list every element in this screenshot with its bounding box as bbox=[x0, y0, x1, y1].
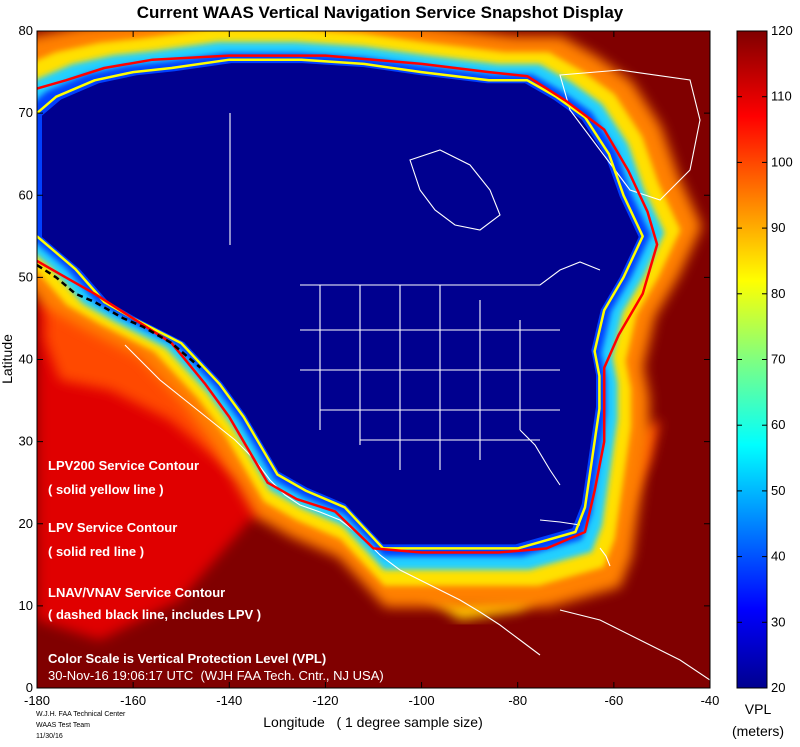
y-tick-label: 10 bbox=[19, 598, 33, 613]
contour-lines bbox=[37, 54, 659, 554]
heatmap-field bbox=[37, 31, 710, 688]
x-tick-label: -180 bbox=[24, 693, 50, 708]
caribbean-islands bbox=[539, 519, 611, 567]
hudson-bay-outline bbox=[409, 149, 501, 231]
footer-line-2: WAAS Test Team bbox=[36, 722, 90, 729]
colorbar-tick-label: 40 bbox=[771, 549, 785, 564]
y-tick-label: 50 bbox=[19, 269, 33, 284]
lpv-legend-label: LPV Service Contour bbox=[48, 520, 177, 535]
colorbar-tick-label: 90 bbox=[771, 220, 785, 235]
x-axis-label: Longitude ( 1 degree sample size) bbox=[263, 714, 482, 730]
x-tick-label: -120 bbox=[312, 693, 338, 708]
colorbar-tick-label: 110 bbox=[771, 89, 792, 104]
y-tick-label: 30 bbox=[19, 434, 33, 449]
lpv200-legend-style: ( solid yellow line ) bbox=[48, 482, 164, 497]
coastline-outlines bbox=[124, 69, 710, 681]
color-scale-note: Color Scale is Vertical Protection Level… bbox=[48, 651, 326, 666]
y-tick-label: 40 bbox=[19, 352, 33, 367]
y-axis-label: Latitude bbox=[0, 334, 15, 384]
north-america-coastline bbox=[124, 344, 541, 656]
lnav-legend-label: LNAV/VNAV Service Contour bbox=[48, 585, 225, 600]
chart-title: Current WAAS Vertical Navigation Service… bbox=[136, 3, 624, 22]
lpv-legend-style: ( solid red line ) bbox=[48, 544, 144, 559]
x-tick-label: -80 bbox=[508, 693, 527, 708]
colorbar-tick-label: 30 bbox=[771, 614, 785, 629]
timestamp-label: 30-Nov-16 19:06:17 UTC (WJH FAA Tech. Cn… bbox=[48, 668, 384, 683]
core-service-region bbox=[42, 63, 639, 545]
y-tick-label: 80 bbox=[19, 23, 33, 38]
colorbar-tick-label: 80 bbox=[771, 286, 785, 301]
y-tick-label: 0 bbox=[26, 680, 33, 695]
y-tick-label: 60 bbox=[19, 187, 33, 202]
footer-line-1: W.J.H. FAA Technical Center bbox=[36, 711, 126, 718]
colorbar-units: (meters) bbox=[732, 723, 784, 739]
colorbar-tick-label: 100 bbox=[771, 154, 793, 169]
colorbar-tick-label: 60 bbox=[771, 417, 785, 432]
south-america-outline bbox=[559, 609, 710, 681]
x-tick-label: -60 bbox=[604, 693, 623, 708]
x-tick-label: -100 bbox=[409, 693, 435, 708]
colorbar-tick-label: 50 bbox=[771, 483, 785, 498]
footer-line-3: 11/30/16 bbox=[36, 733, 63, 740]
y-tick-label: 70 bbox=[19, 105, 33, 120]
colorbar-tick-label: 70 bbox=[771, 352, 785, 367]
florida-outline bbox=[519, 429, 561, 486]
greenland-outline bbox=[559, 69, 701, 201]
lnav-vnav-contour-line bbox=[37, 264, 202, 369]
y-axis: 0 10 20 30 40 50 60 70 80 bbox=[19, 23, 710, 695]
us-canada-border bbox=[300, 261, 601, 286]
colorbar-ticks: 20 30 40 50 60 70 80 90 100 110 120 bbox=[737, 23, 793, 695]
southern-yellow-band bbox=[400, 575, 560, 620]
colorbar-tick-label: 120 bbox=[771, 23, 793, 38]
y-tick-label: 20 bbox=[19, 516, 33, 531]
x-tick-label: -140 bbox=[216, 693, 242, 708]
lnav-legend-style: ( dashed black line, includes LPV ) bbox=[48, 607, 261, 622]
x-axis: -180 -160 -140 -120 -100 -80 -60 -40 bbox=[24, 31, 719, 708]
us-state-grid bbox=[300, 285, 560, 470]
legend-annotations: LPV200 Service Contour ( solid yellow li… bbox=[48, 458, 384, 683]
lpv200-legend-label: LPV200 Service Contour bbox=[48, 458, 199, 473]
colorbar-label: VPL bbox=[745, 701, 772, 717]
x-tick-label: -40 bbox=[701, 693, 720, 708]
colorbar-tick-label: 20 bbox=[771, 680, 785, 695]
x-tick-label: -160 bbox=[120, 693, 146, 708]
lpv-contour-line bbox=[37, 54, 659, 554]
lpv200-contour-line bbox=[37, 58, 644, 550]
